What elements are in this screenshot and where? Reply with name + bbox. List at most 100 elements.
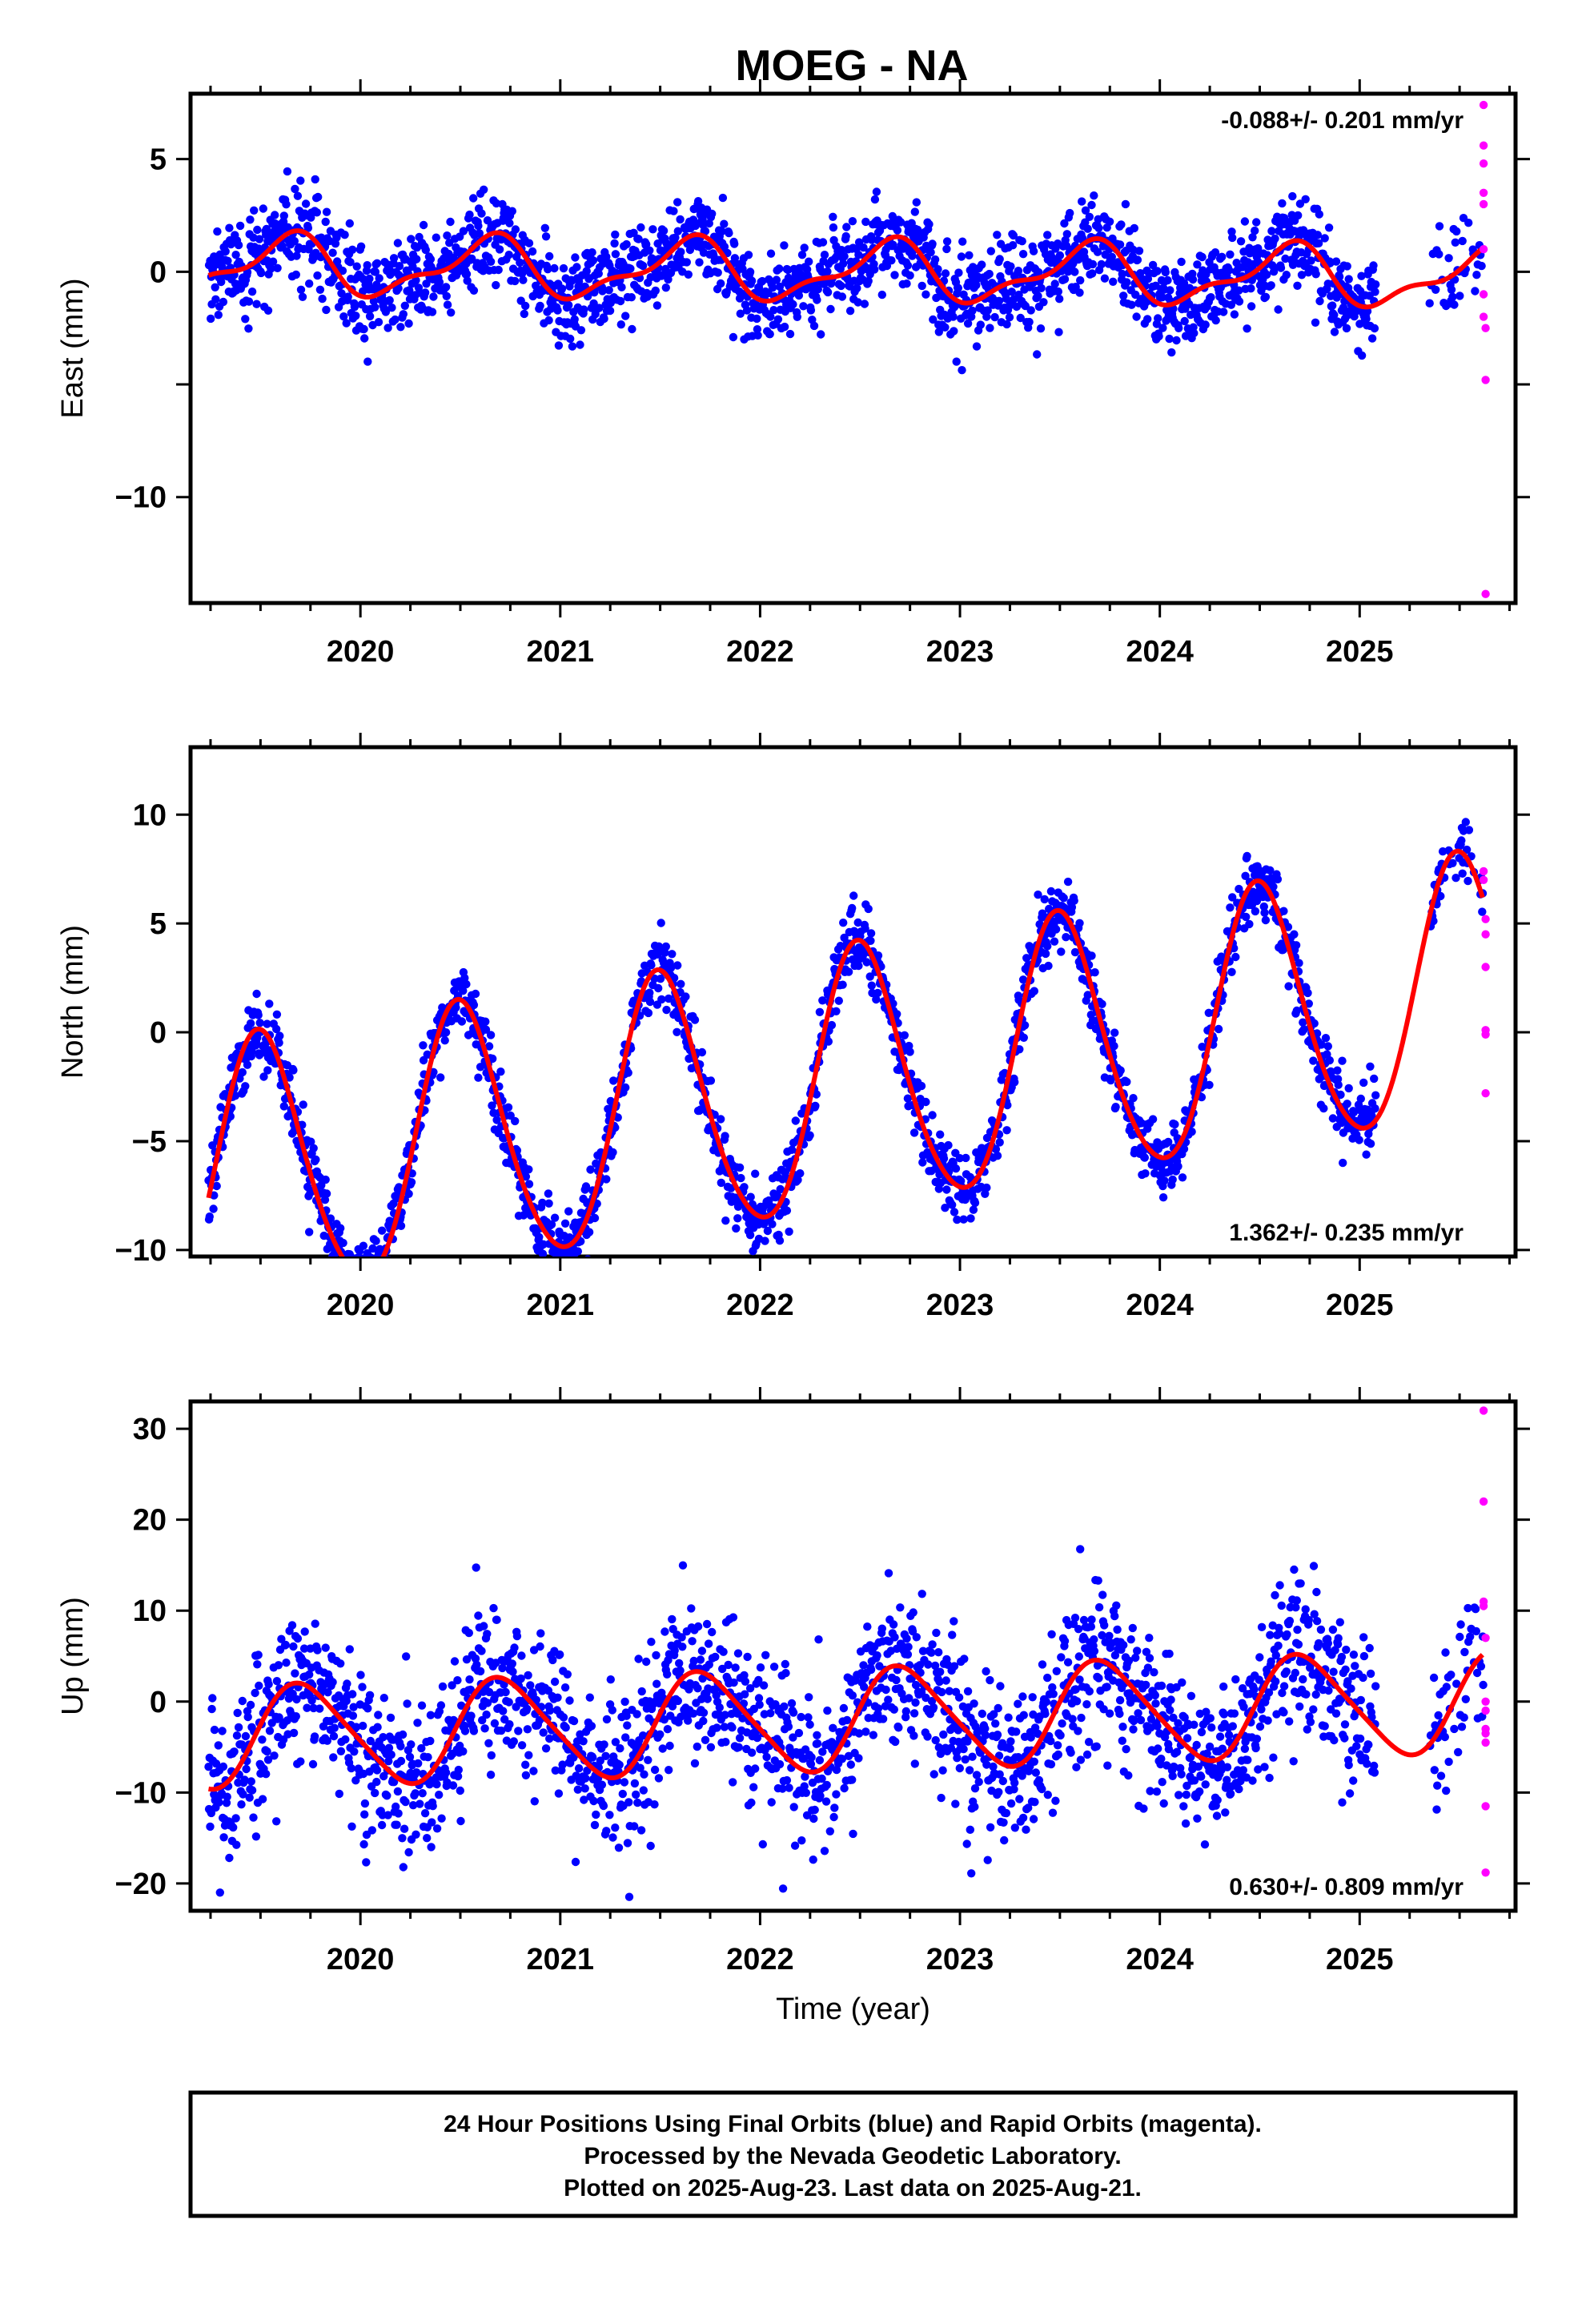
final-orbit-point	[1054, 287, 1063, 296]
final-orbit-point	[656, 919, 665, 927]
final-orbit-point	[367, 1266, 375, 1274]
final-orbit-point	[627, 293, 636, 302]
final-orbit-point	[459, 987, 468, 995]
final-orbit-point	[237, 1800, 246, 1809]
final-orbit-point	[1050, 279, 1059, 288]
final-orbit-point	[405, 1752, 415, 1762]
final-orbit-point	[459, 227, 468, 235]
x-tick-label: 2020	[327, 635, 395, 669]
final-orbit-point	[544, 1189, 553, 1198]
final-orbit-point	[811, 1101, 820, 1111]
final-orbit-point	[1019, 1033, 1029, 1043]
final-orbit-point	[404, 1848, 413, 1857]
final-orbit-point	[1111, 1103, 1120, 1112]
final-orbit-point	[605, 1811, 614, 1819]
final-orbit-point	[504, 251, 513, 259]
final-orbit-point	[599, 1801, 608, 1811]
final-orbit-point	[562, 1275, 570, 1283]
final-orbit-point	[230, 1747, 239, 1756]
final-orbit-point	[958, 237, 967, 246]
final-orbit-point	[347, 1269, 355, 1277]
final-orbit-point	[371, 267, 380, 276]
final-orbit-point	[263, 1747, 271, 1756]
final-orbit-point	[421, 245, 430, 255]
final-orbit-point	[307, 1696, 316, 1705]
final-orbit-point	[214, 311, 223, 320]
final-orbit-point	[450, 1657, 460, 1666]
final-orbit-point	[1461, 818, 1471, 826]
final-orbit-point	[1116, 1066, 1125, 1075]
final-orbit-point	[1039, 298, 1048, 307]
final-orbit-point	[262, 1770, 271, 1779]
x-tick-label: 2022	[726, 1289, 794, 1322]
final-orbit-point	[645, 997, 655, 1007]
final-orbit-point	[462, 270, 472, 279]
final-orbit-point	[308, 1759, 318, 1769]
final-orbit-point	[944, 1140, 953, 1150]
final-orbit-point	[292, 1695, 301, 1704]
final-orbit-point	[942, 1185, 951, 1194]
final-orbit-point	[648, 225, 657, 234]
final-orbit-point	[387, 1750, 396, 1759]
final-orbit-point	[608, 1833, 617, 1842]
final-orbit-point	[1081, 206, 1090, 215]
final-orbit-point	[549, 1265, 557, 1273]
final-orbit-point	[1070, 267, 1079, 276]
final-orbit-point	[701, 227, 710, 235]
final-orbit-point	[408, 1801, 418, 1810]
final-orbit-point	[322, 305, 331, 315]
final-orbit-point	[508, 1659, 516, 1668]
final-orbit-point	[1030, 987, 1039, 995]
final-orbit-point	[465, 1675, 474, 1684]
final-orbit-point	[721, 1132, 729, 1140]
final-orbit-point	[303, 1703, 311, 1712]
final-orbit-point	[1321, 1034, 1331, 1043]
final-orbit-point	[721, 1216, 730, 1225]
final-orbit-point	[1158, 293, 1166, 302]
final-orbit-point	[905, 1047, 914, 1056]
final-orbit-point	[690, 1015, 700, 1024]
final-orbit-point	[374, 318, 383, 327]
final-orbit-point	[1274, 305, 1283, 314]
final-orbit-point	[293, 191, 303, 200]
final-orbit-point	[1148, 260, 1158, 270]
final-orbit-point	[1464, 219, 1473, 227]
final-orbit-point	[301, 199, 311, 208]
final-orbit-point	[1291, 941, 1301, 950]
final-orbit-point	[282, 1659, 291, 1667]
final-orbit-point	[571, 253, 580, 262]
final-orbit-point	[586, 1165, 595, 1174]
final-orbit-point	[363, 1277, 371, 1285]
final-orbit-point	[746, 1192, 755, 1201]
final-orbit-point	[1093, 247, 1102, 256]
final-orbit-point	[589, 1796, 598, 1806]
final-orbit-point	[1245, 919, 1254, 929]
final-orbit-point	[446, 217, 455, 227]
final-orbit-point	[272, 1817, 281, 1826]
final-orbit-point	[561, 1723, 570, 1732]
final-orbit-point	[614, 1844, 624, 1852]
final-orbit-point	[1447, 285, 1456, 294]
final-orbit-point	[314, 192, 323, 202]
final-orbit-point	[346, 258, 355, 267]
final-orbit-point	[1371, 1091, 1380, 1100]
final-orbit-point	[337, 289, 346, 298]
final-orbit-point	[848, 903, 857, 913]
final-orbit-point	[1240, 217, 1250, 226]
final-orbit-point	[573, 1247, 582, 1256]
final-orbit-point	[1458, 236, 1467, 246]
final-orbit-point	[492, 1116, 501, 1124]
final-orbit-point	[1122, 278, 1131, 287]
final-orbit-point	[1036, 324, 1046, 333]
final-orbit-point	[766, 249, 776, 258]
final-orbit-point	[951, 1164, 961, 1173]
final-orbit-point	[265, 1727, 275, 1735]
final-orbit-point	[1016, 313, 1025, 323]
final-orbit-point	[307, 1137, 315, 1146]
final-orbit-point	[1343, 262, 1351, 271]
final-orbit-point	[1261, 915, 1271, 925]
final-orbit-point	[323, 1688, 332, 1697]
final-orbit-point	[423, 1834, 432, 1843]
final-orbit-point	[796, 1169, 805, 1178]
final-orbit-point	[418, 1789, 427, 1798]
